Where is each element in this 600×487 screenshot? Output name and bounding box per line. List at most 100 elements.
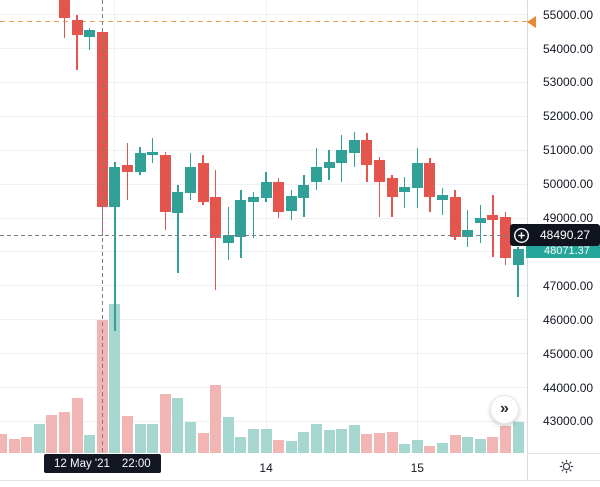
grid-line-h [0,115,527,117]
volume-bar [399,444,411,453]
volume-bar [374,433,385,453]
price-tick-label: 49000.00 [543,211,594,225]
alert-price-line[interactable] [0,21,527,23]
candle-wick-down [378,156,381,217]
price-tick-label: 45000.00 [543,346,594,361]
grid-line-h [0,81,527,83]
grid-line-h [0,387,527,388]
candle-wick-up [88,27,91,50]
settings-gear-icon[interactable] [558,458,575,475]
candle-up [134,152,146,172]
scroll-to-recent-button[interactable]: » [490,395,519,424]
volume-bar [336,429,348,453]
candle-down [374,159,385,182]
volume-bar [172,398,184,453]
volume-bar [210,385,222,453]
volume-bar [185,422,196,453]
candle-down [487,214,499,220]
candle-up [462,230,474,238]
candle-down [386,177,398,197]
candle-down [273,181,285,212]
crosshair-date-tooltip: 12 May '21 22:00 [44,454,161,473]
price-tick-label: 46000.00 [543,312,594,327]
candle-down [159,154,171,212]
price-tick-label: 50000.00 [543,177,594,192]
price-tick-label: 55000.00 [543,7,594,22]
volume-bar [386,432,398,453]
candle-up [260,181,272,198]
last-price-label: 48071.37 [526,244,600,259]
candle-down [197,162,209,202]
volume-bar [298,432,310,453]
crosshair-date: 12 May '21 [54,457,110,470]
volume-bar [449,435,461,453]
grid-line-h [0,14,527,16]
volume-bar [222,417,234,453]
candle-up [411,162,423,188]
volume-bar [462,437,474,453]
candle-wick-up [466,209,469,247]
grid-line-h [0,217,527,219]
volume-bar [109,304,121,453]
candle-wick-up [177,184,179,273]
grid-line-h [0,353,527,355]
volume-bar [33,424,45,453]
candle-down [500,216,511,258]
time-axis[interactable]: 14 15 [0,453,527,480]
candle-up [248,196,259,202]
last-price-value: 48071.37 [544,245,590,258]
volume-bar [46,415,58,453]
volume-bar [285,441,297,453]
time-tick-label: 15 [410,461,424,475]
candle-up [185,166,196,193]
crosshair-vertical-line [101,0,103,453]
candle-wick-up [403,176,406,208]
candle-down [449,196,461,237]
candle-down [424,162,436,197]
candle-up [348,139,360,153]
crosshair-time: 22:00 [121,457,151,470]
volume-bar [273,440,285,453]
price-axis[interactable]: 55000.00 54000.00 53000.00 52000.00 51000.00… [528,0,600,453]
alert-arrow-icon[interactable] [527,15,536,28]
candle-wick-up [114,161,116,331]
price-tick-label: 44000.00 [543,380,594,395]
candle-wick-down [76,14,78,70]
candle-up [147,151,159,155]
time-axis-bottom-border [0,480,600,481]
volume-bar [424,446,436,453]
chevrons-right-icon: » [500,399,509,417]
grid-line-h [0,251,527,253]
volume-bar [437,443,448,453]
chart-pane[interactable] [0,0,527,453]
volume-bar [71,398,83,453]
crosshair-horizontal-line [0,234,527,236]
price-tick-label: 54000.00 [543,41,594,56]
price-tick-label: 53000.00 [543,75,594,90]
candle-wick-up [151,137,154,163]
candle-up [437,194,448,200]
candle-up [298,184,310,198]
volume-bar [411,440,423,453]
volume-bar [59,412,70,453]
axis-corner-border [527,453,600,454]
volume-bar [487,437,499,453]
grid-line-h [0,149,527,151]
volume-bar [361,434,373,453]
candle-up [311,166,322,182]
volume-bar [197,433,209,453]
volume-bar [235,437,247,453]
candle-wick-down [492,194,494,257]
volume-bar [512,422,524,453]
volume-bar [147,424,159,453]
add-alert-plus-icon[interactable] [513,227,530,244]
volume-bar [474,439,486,453]
volume-bar [260,429,272,453]
candle-wick-down [63,0,66,38]
candle-up [336,149,348,163]
candle-down [210,196,222,238]
crosshair-price-value: 48490.27 [540,228,591,243]
volume-bar [84,435,96,453]
volume-bar [21,437,33,453]
